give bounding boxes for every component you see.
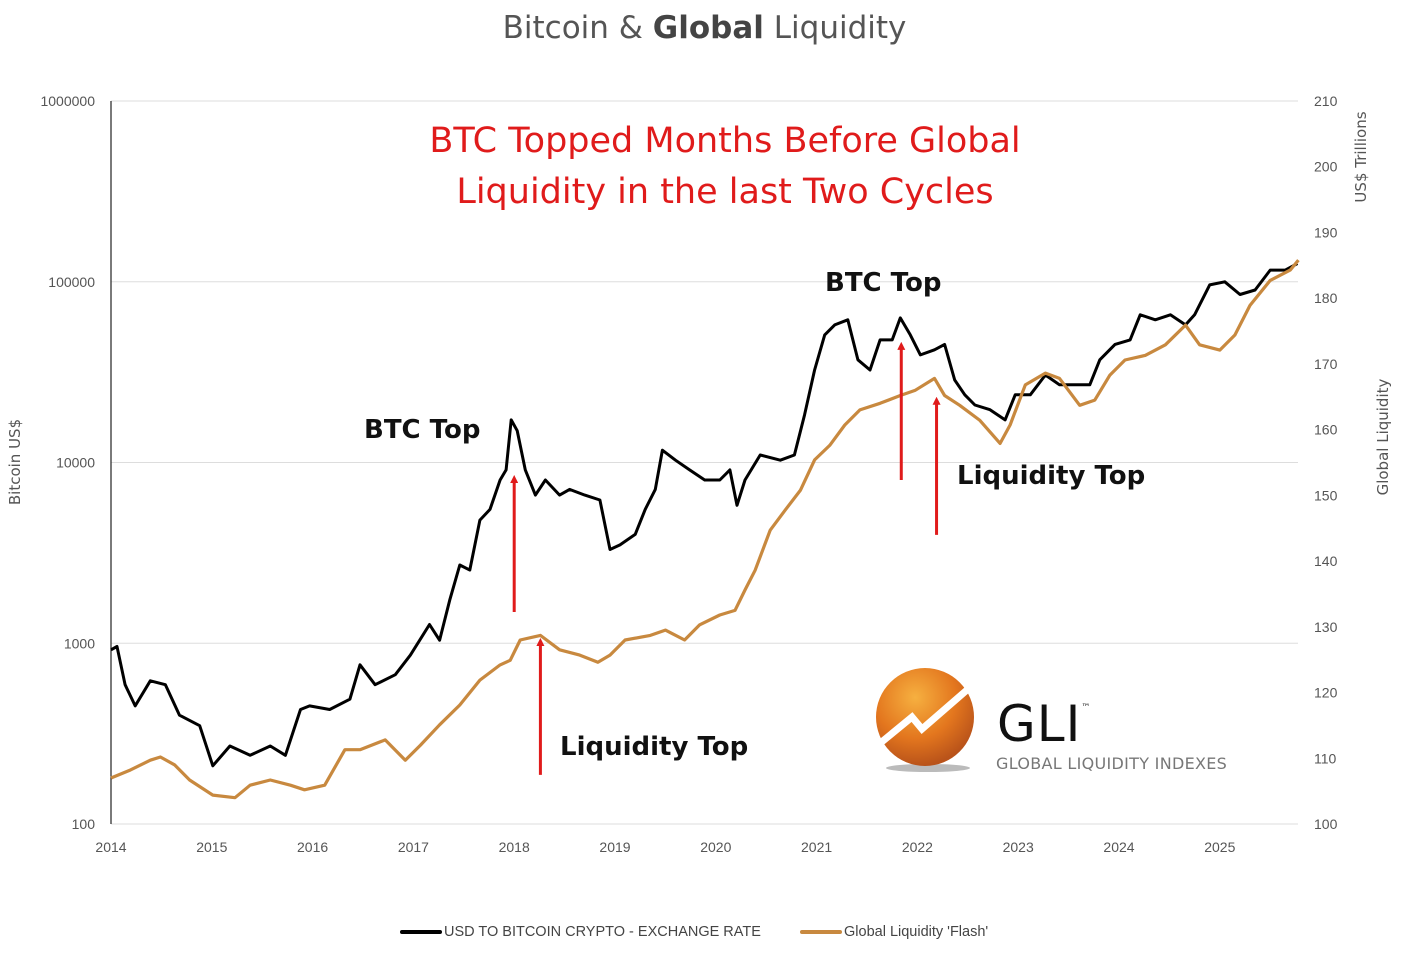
y-right-tick-label: 210 — [1314, 93, 1338, 109]
legend-item-liquidity: Global Liquidity 'Flash' — [800, 924, 988, 940]
legend-label-liquidity: Global Liquidity 'Flash' — [844, 924, 989, 940]
x-tick-label: 2018 — [499, 839, 530, 855]
y-right-tick-label: 200 — [1314, 159, 1338, 175]
annotation-btc-top-2021: BTC Top — [825, 268, 942, 298]
chart-title: Bitcoin & Global Liquidity — [502, 10, 907, 46]
y-right-tick-label: 150 — [1314, 487, 1338, 503]
x-tick-label: 2016 — [297, 839, 328, 855]
x-tick-label: 2022 — [902, 839, 933, 855]
y-left-tick-label: 10000 — [56, 455, 95, 471]
headline-line-1: BTC Topped Months Before Global — [429, 121, 1021, 161]
x-tick-label: 2020 — [700, 839, 731, 855]
legend-item-btc: USD TO BITCOIN CRYPTO - EXCHANGE RATE — [400, 924, 761, 940]
y-left-tick-label: 1000000 — [40, 93, 95, 109]
x-tick-label: 2024 — [1103, 839, 1134, 855]
headline-line-2: Liquidity in the last Two Cycles — [456, 172, 994, 212]
series-line-btc — [110, 262, 1299, 768]
legend-swatch-liquidity — [800, 930, 842, 934]
y-right-tick-label: 190 — [1314, 224, 1338, 240]
x-tick-label: 2025 — [1204, 839, 1235, 855]
x-tick-label: 2021 — [801, 839, 832, 855]
y-right-tick-label: 120 — [1314, 685, 1338, 701]
y-left-axis-label: Bitcoin US$ — [6, 419, 24, 505]
x-tick-label: 2014 — [95, 839, 126, 855]
x-tick-label: 2019 — [599, 839, 630, 855]
y-right-axis-label: Global Liquidity — [1374, 378, 1392, 495]
series-line-global-liquidity — [110, 259, 1300, 800]
y-right-tick-label: 110 — [1314, 750, 1337, 766]
annotation-btc-top-2017: BTC Top — [364, 415, 481, 445]
y-right-tick-label: 160 — [1314, 422, 1338, 438]
y-left-tick-label: 1000 — [64, 635, 95, 651]
legend-label-btc: USD TO BITCOIN CRYPTO - EXCHANGE RATE — [444, 924, 761, 940]
y-right-tick-label: 180 — [1314, 290, 1338, 306]
y-right-tick-label: 130 — [1314, 619, 1338, 635]
y-left-tick-label: 100 — [72, 816, 96, 832]
x-tick-label: 2015 — [196, 839, 227, 855]
x-tick-label: 2023 — [1003, 839, 1034, 855]
legend-swatch-btc — [400, 930, 442, 934]
annotation-liquidity-top-2022: Liquidity Top — [957, 461, 1146, 491]
annotation-liquidity-top-2018: Liquidity Top — [560, 732, 749, 762]
gli-logo: GLI™ GLOBAL LIQUIDITY INDEXES — [870, 665, 1260, 780]
y-right-tick-label: 100 — [1314, 816, 1338, 832]
gli-logo-text: GLI™ — [997, 695, 1092, 753]
gli-logo-mark — [875, 668, 978, 772]
y-right-axis-unit-label: US$ Trillions — [1352, 111, 1370, 202]
y-left-tick-label: 100000 — [48, 274, 95, 290]
x-tick-label: 2017 — [398, 839, 429, 855]
headline-annotation: BTC Topped Months Before Global Liquidit… — [360, 116, 1090, 218]
gli-logo-subtitle: GLOBAL LIQUIDITY INDEXES — [996, 754, 1228, 773]
y-right-tick-label: 170 — [1314, 356, 1338, 372]
y-right-tick-label: 140 — [1314, 553, 1338, 569]
